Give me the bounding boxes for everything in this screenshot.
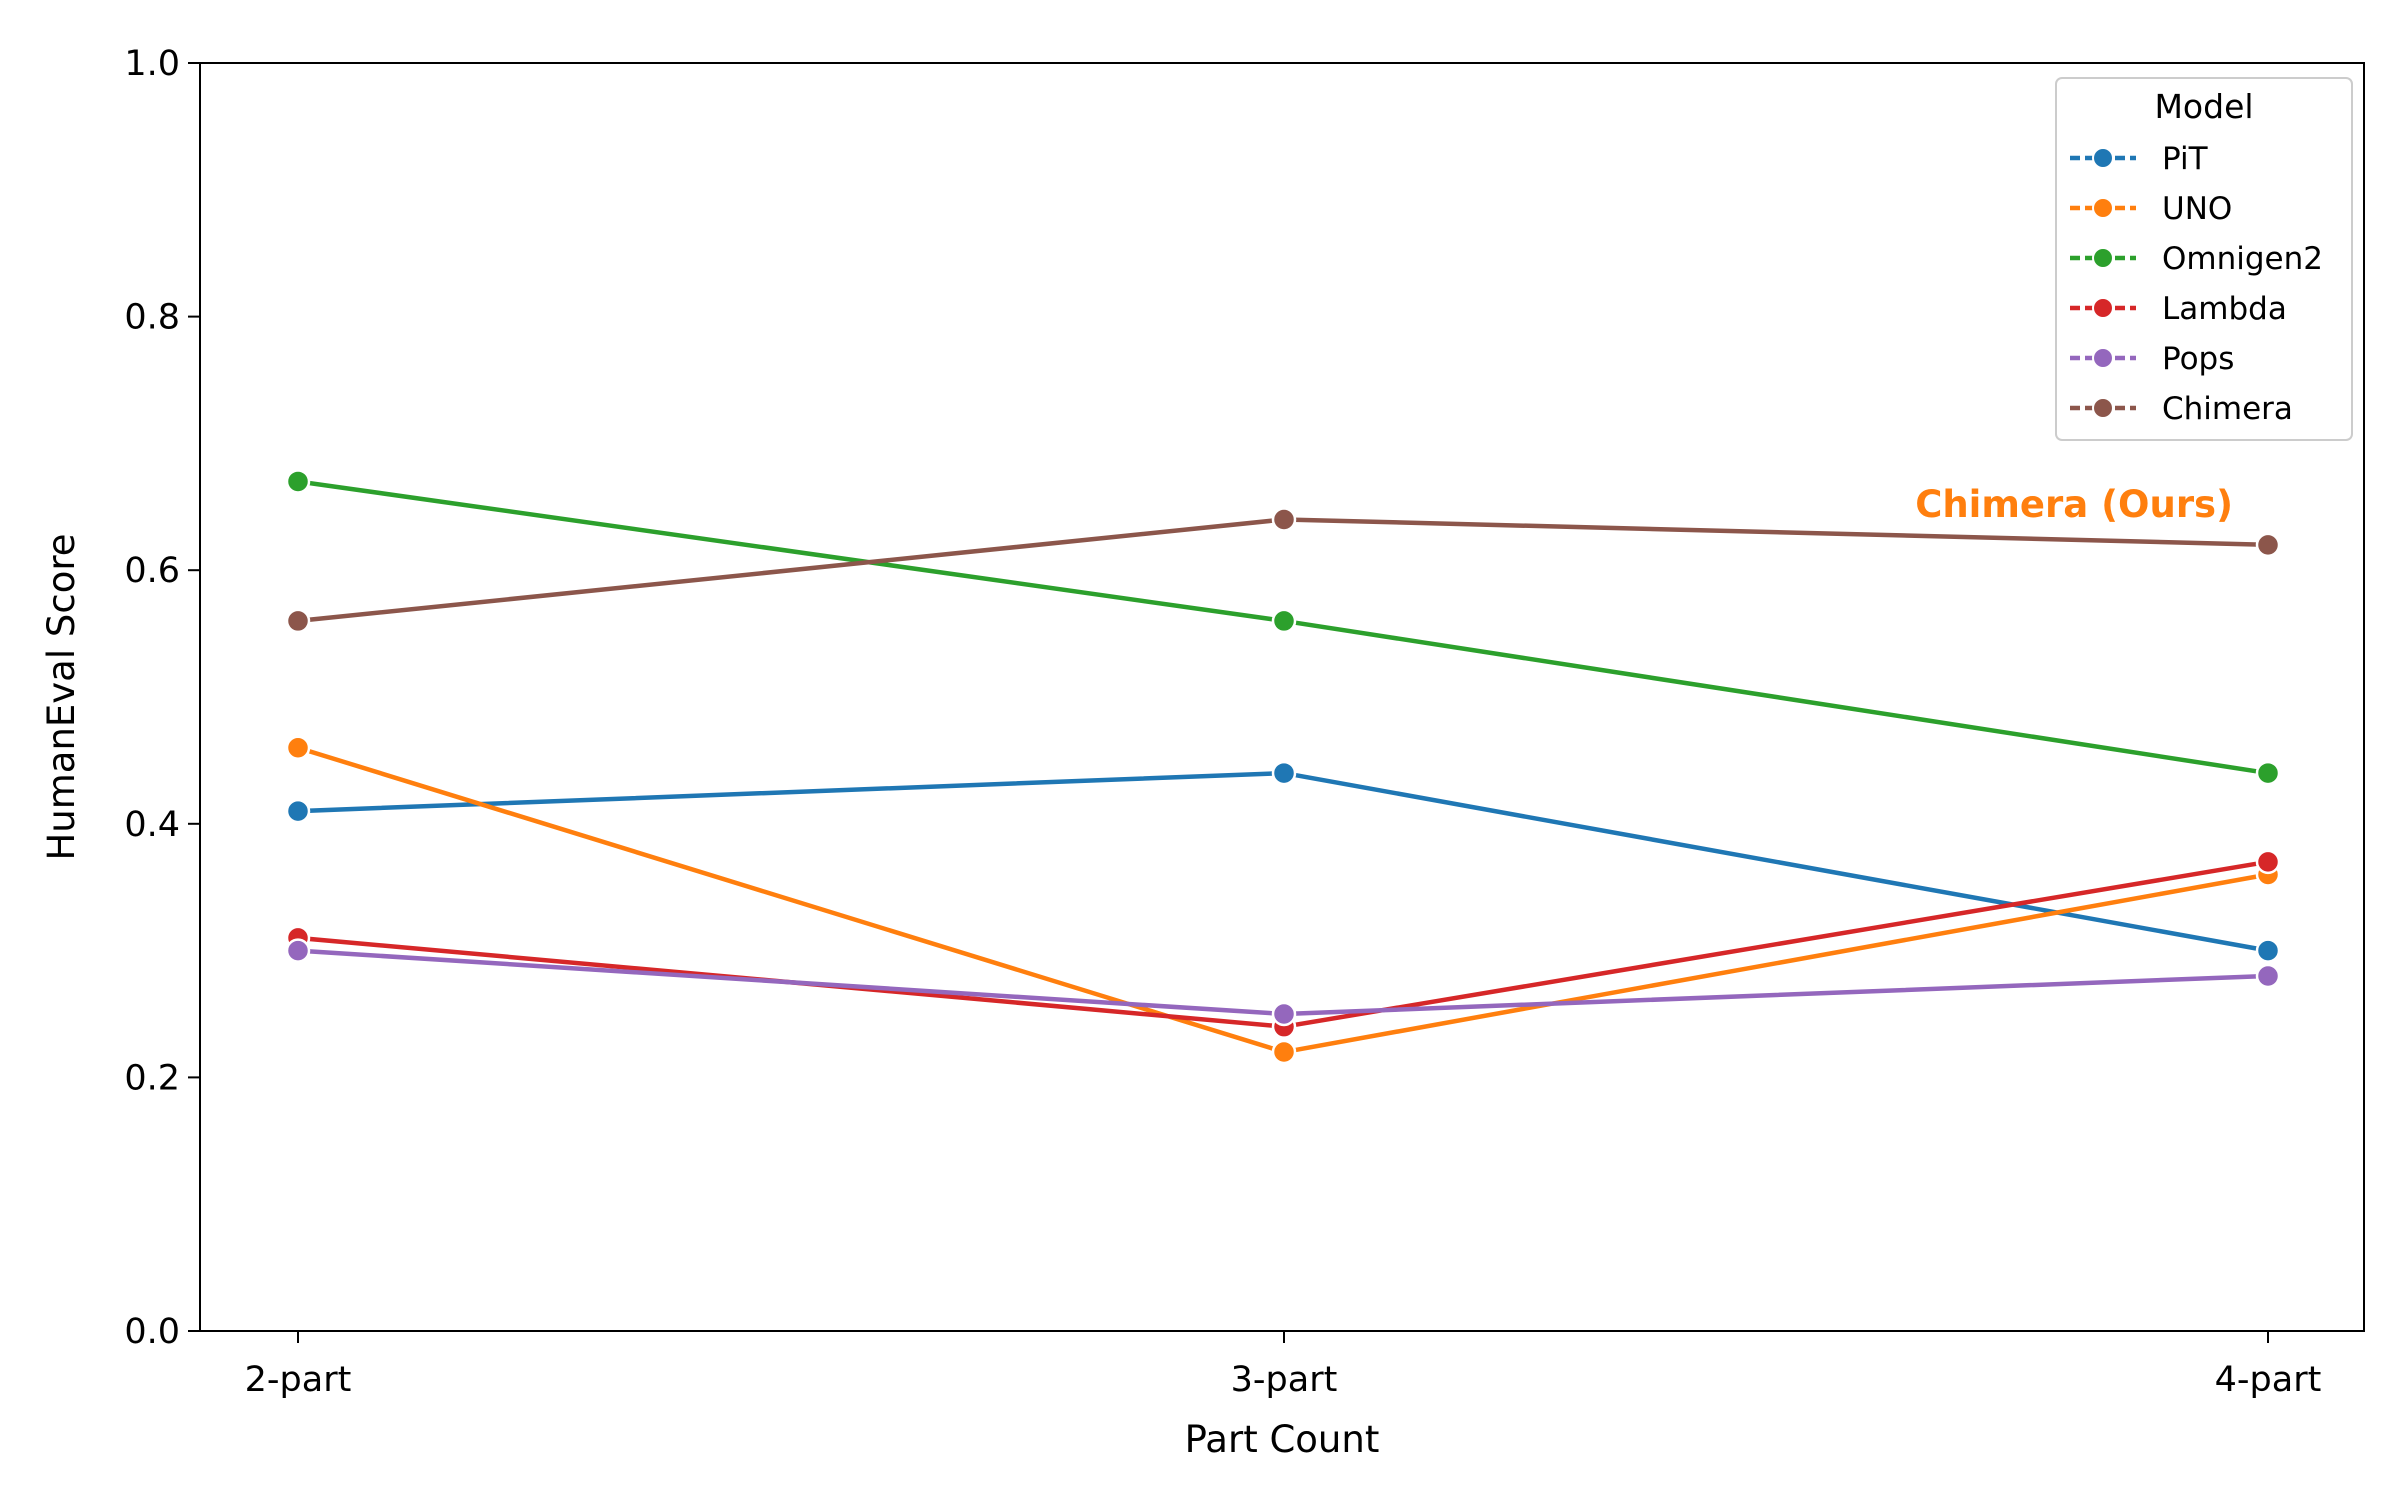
data-point-chimera — [1271, 507, 1297, 532]
data-point-lambda — [2255, 849, 2281, 875]
legend-label-chimera: Chimera — [2162, 391, 2293, 427]
legend: Model PiT UNO Omnigen2 Lambda Pops Chimera — [2055, 77, 2353, 441]
y-tick-label: 1.0 — [124, 44, 180, 84]
x-tick-label: 3-part — [1231, 1360, 1338, 1400]
legend-box — [2055, 77, 2353, 441]
data-point-pit — [285, 798, 311, 824]
axes-group: 0.0 0.2 0.4 0.6 0.8 1.0 2-part 3-part 4-part Part… — [40, 44, 2365, 1461]
legend-title: Model — [2154, 87, 2253, 126]
legend-swatch-marker-pit — [2092, 147, 2114, 169]
legend-swatch-marker-uno — [2092, 197, 2114, 219]
plot-frame — [199, 62, 2365, 1332]
data-point-omnigen2 — [2255, 760, 2281, 786]
annotation-group: Chimera (Ours) — [1915, 483, 2233, 526]
data-point-uno — [285, 735, 311, 760]
annotation-label: Chimera (Ours) — [1915, 483, 2233, 526]
legend-label-pit: PiT — [2162, 141, 2209, 177]
x-axis-title: Part Count — [1185, 1418, 1380, 1461]
data-point-uno — [1271, 1039, 1297, 1065]
x-tick-label: 4-part — [2215, 1360, 2322, 1400]
series-line-chimera — [295, 517, 2271, 624]
data-point-chimera — [285, 608, 311, 634]
data-point-chimera — [2255, 532, 2281, 558]
series-group — [285, 469, 2281, 1065]
data-point-pops — [1271, 1001, 1297, 1027]
data-point-omnigen2 — [1271, 608, 1297, 634]
data-point-omnigen2 — [285, 469, 311, 494]
data-point-pops — [285, 938, 311, 963]
legend-swatch-marker-pops — [2092, 347, 2114, 369]
legend-swatch-marker-lambda — [2092, 297, 2114, 319]
legend-label-uno: UNO — [2162, 191, 2232, 227]
legend-swatch-marker-omnigen2 — [2092, 247, 2114, 269]
y-tick-label: 0.6 — [124, 551, 180, 591]
legend-label-pops: Pops — [2162, 341, 2234, 377]
y-tick-label: 0.8 — [124, 298, 180, 338]
y-tick-label: 0.2 — [124, 1058, 180, 1098]
legend-label-lambda: Lambda — [2162, 291, 2287, 327]
x-tick-label: 2-part — [245, 1360, 352, 1400]
data-point-pit — [1271, 760, 1297, 786]
legend-swatch-marker-chimera — [2092, 397, 2114, 419]
series-line-pit — [295, 770, 2271, 954]
legend-label-omnigen2: Omnigen2 — [2162, 241, 2323, 277]
y-tick-label: 0.4 — [124, 805, 180, 845]
data-point-pops — [2255, 963, 2281, 989]
y-tick-label: 0.0 — [124, 1312, 180, 1352]
data-point-pit — [2255, 938, 2281, 963]
y-axis-title: HumanEval Score — [40, 533, 83, 860]
